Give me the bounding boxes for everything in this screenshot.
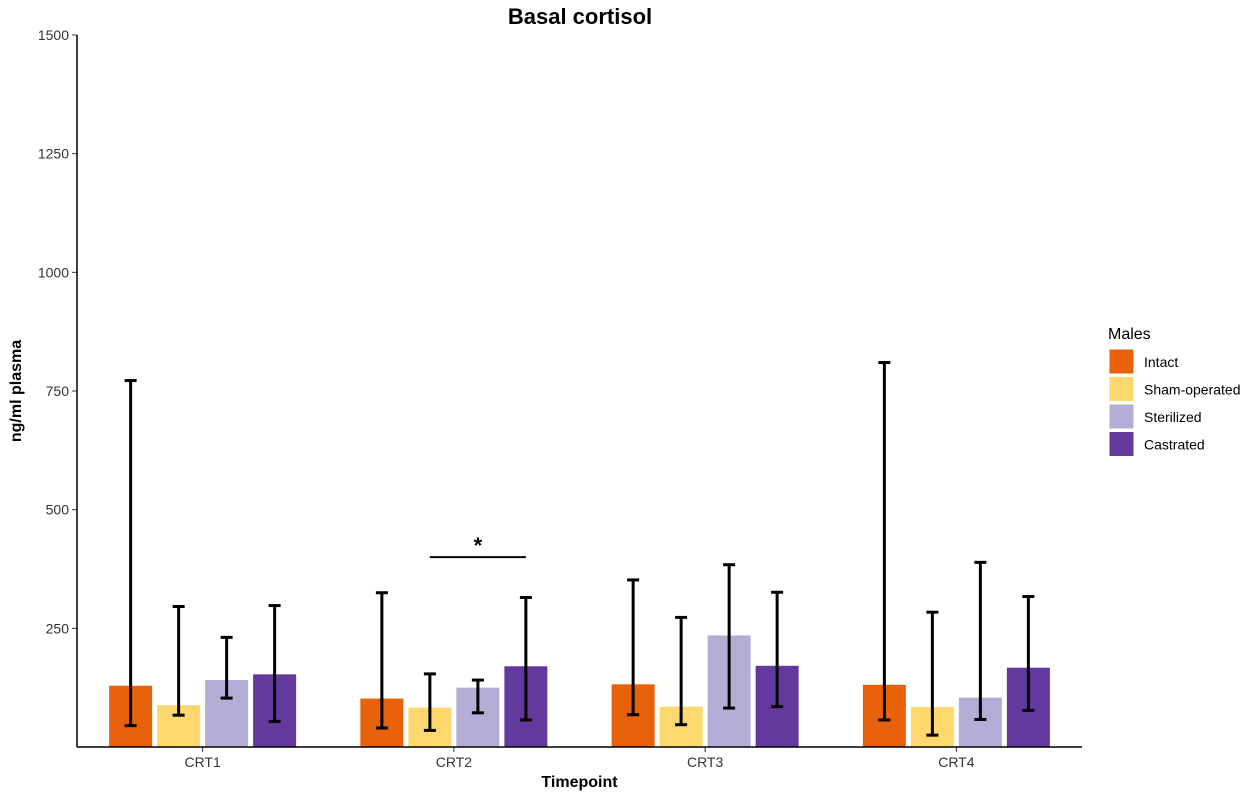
legend: Males Intact Sham-operated Sterilized Castr… bbox=[1108, 326, 1241, 456]
x-tick-label: CRT4 bbox=[938, 754, 975, 770]
legend-title: Males bbox=[1108, 326, 1151, 343]
chart-title: Basal cortisol bbox=[508, 4, 652, 29]
y-tick-label: 1250 bbox=[38, 146, 69, 162]
plot-area: 250 500 750 1000 1250 1500 CRT1 CRT2 CRT3 CRT4 * bbox=[38, 27, 1082, 770]
y-tick-label: 250 bbox=[46, 620, 70, 636]
significance-label: * bbox=[474, 533, 483, 558]
legend-label: Castrated bbox=[1144, 437, 1205, 453]
y-tick-label: 750 bbox=[46, 383, 70, 399]
x-tick-label: CRT3 bbox=[687, 754, 724, 770]
legend-swatch-sterilized bbox=[1109, 404, 1134, 429]
y-tick-label: 1500 bbox=[38, 27, 69, 43]
x-tick-label: CRT2 bbox=[436, 754, 473, 770]
y-axis-title: ng/ml plasma bbox=[8, 340, 25, 442]
legend-swatch-castrated bbox=[1109, 432, 1134, 456]
y-tick-label: 500 bbox=[46, 502, 70, 518]
legend-label: Intact bbox=[1144, 354, 1178, 370]
x-axis-title: Timepoint bbox=[541, 774, 618, 791]
legend-swatch-sham-operated bbox=[1109, 377, 1134, 401]
x-tick-label: CRT1 bbox=[184, 754, 221, 770]
y-tick-label: 1000 bbox=[38, 264, 69, 280]
legend-label: Sham-operated bbox=[1144, 382, 1241, 398]
legend-label: Sterilized bbox=[1144, 409, 1202, 425]
legend-swatch-intact bbox=[1109, 349, 1134, 374]
